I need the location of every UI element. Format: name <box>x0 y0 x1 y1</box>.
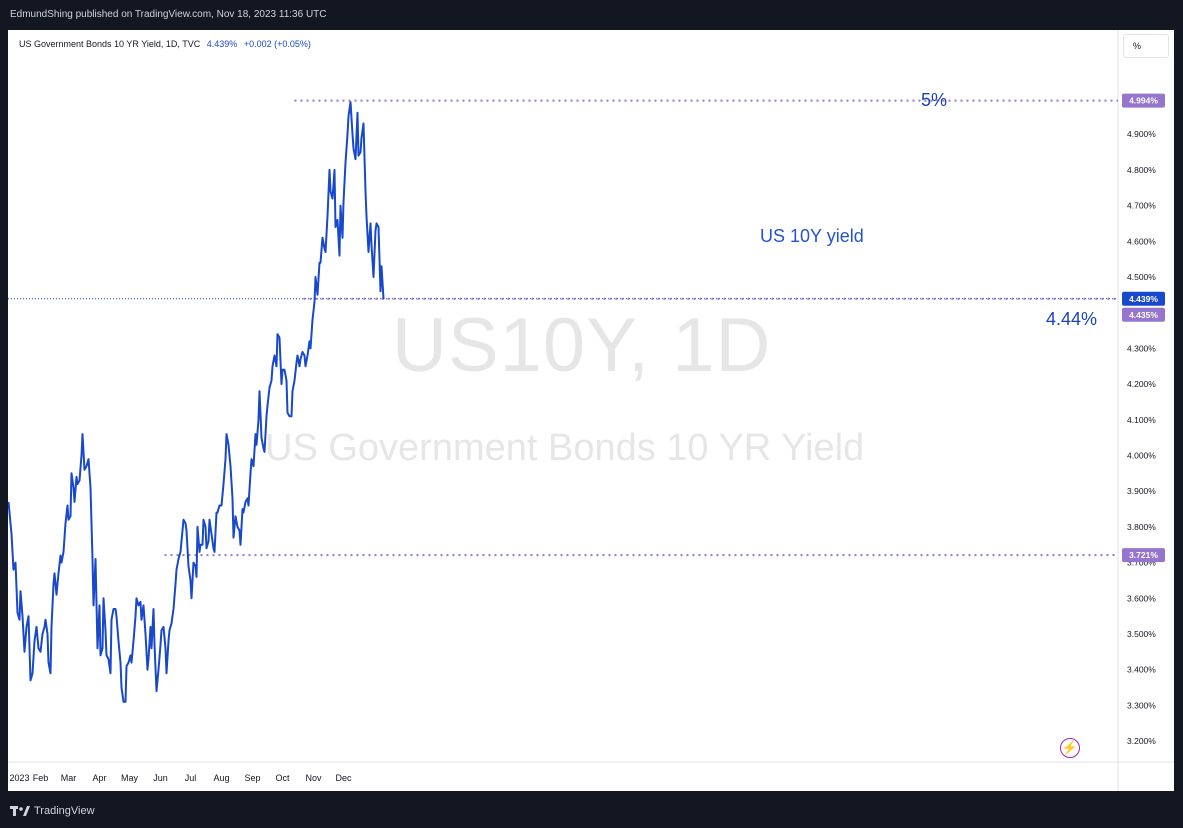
price-axis-label: 4.800% <box>1127 165 1156 175</box>
chart-panel[interactable] <box>8 30 1174 791</box>
time-axis-label: Jun <box>153 773 168 783</box>
symbol-title: US Government Bonds 10 YR Yield, 1D, TVC <box>19 39 201 49</box>
last-value-annotation: 4.44% <box>1046 309 1098 329</box>
price-axis-label: 4.100% <box>1127 415 1156 425</box>
legend-change: +0.002 (+0.05%) <box>243 39 311 49</box>
time-axis-label: Apr <box>92 773 106 783</box>
level-price-label: 3.721% <box>1129 550 1158 560</box>
price-axis-label: 4.900% <box>1127 129 1156 139</box>
watermark-symbol: US10Y, 1D <box>392 303 772 388</box>
publisher-credit: EdmundShing published on TradingView.com… <box>10 9 327 20</box>
level-price-tag <box>1122 93 1165 108</box>
price-axis-label: 3.300% <box>1127 700 1156 710</box>
watermark-description: US Government Bonds 10 YR Yield <box>265 427 865 469</box>
prev-close-tag <box>1122 307 1165 322</box>
prev-close-label: 4.435% <box>1129 310 1158 320</box>
price-axis-label: 4.200% <box>1127 379 1156 389</box>
time-axis-label: Feb <box>33 773 49 783</box>
price-axis-label: 4.300% <box>1127 343 1156 353</box>
price-axis-label: 3.400% <box>1127 665 1156 675</box>
price-axis-label: 3.200% <box>1127 736 1156 746</box>
lightning-icon[interactable]: ⚡ <box>1060 738 1080 758</box>
time-axis-label: Mar <box>61 773 77 783</box>
footer-bar <box>0 791 1183 828</box>
tradingview-brand[interactable]: TradingView <box>10 805 95 817</box>
time-axis-label: Dec <box>335 773 352 783</box>
price-axis-label: 3.700% <box>1127 558 1156 568</box>
tradingview-logo-icon <box>10 805 30 816</box>
symbol-legend[interactable]: US Government Bonds 10 YR Yield, 1D, TVC… <box>19 39 311 49</box>
last-price-tag <box>1122 291 1165 306</box>
price-axis-label: 4.000% <box>1127 451 1156 461</box>
price-axis-label: 3.500% <box>1127 629 1156 639</box>
price-axis-label: 3.800% <box>1127 522 1156 532</box>
price-axis-label: 4.600% <box>1127 236 1156 246</box>
legend-last-value: 4.439% <box>206 39 238 49</box>
price-axis-label: 3.900% <box>1127 486 1156 496</box>
price-axis-label: 4.500% <box>1127 272 1156 282</box>
time-axis-label: 2023 <box>10 773 30 783</box>
last-price-label: 4.439% <box>1129 294 1158 304</box>
time-axis-label: May <box>121 773 139 783</box>
us10y-series-line[interactable] <box>8 101 385 703</box>
price-axis-label: 4.700% <box>1127 201 1156 211</box>
time-axis-label: Oct <box>275 773 290 783</box>
publication-header: EdmundShing published on TradingView.com… <box>0 0 1183 30</box>
level-price-label: 4.994% <box>1129 96 1158 106</box>
time-axis-label: Aug <box>213 773 229 783</box>
time-axis-label: Jul <box>185 773 197 783</box>
level-price-tag <box>1122 548 1165 563</box>
price-axis-label: 3.600% <box>1127 593 1156 603</box>
percent-scale-button[interactable]: % <box>1123 34 1169 58</box>
time-axis-label: Sep <box>244 773 260 783</box>
time-axis-label: Nov <box>305 773 322 783</box>
peak-annotation: 5% <box>921 90 948 110</box>
series-annotation: US 10Y yield <box>760 226 864 246</box>
brand-name: TradingView <box>34 805 95 817</box>
